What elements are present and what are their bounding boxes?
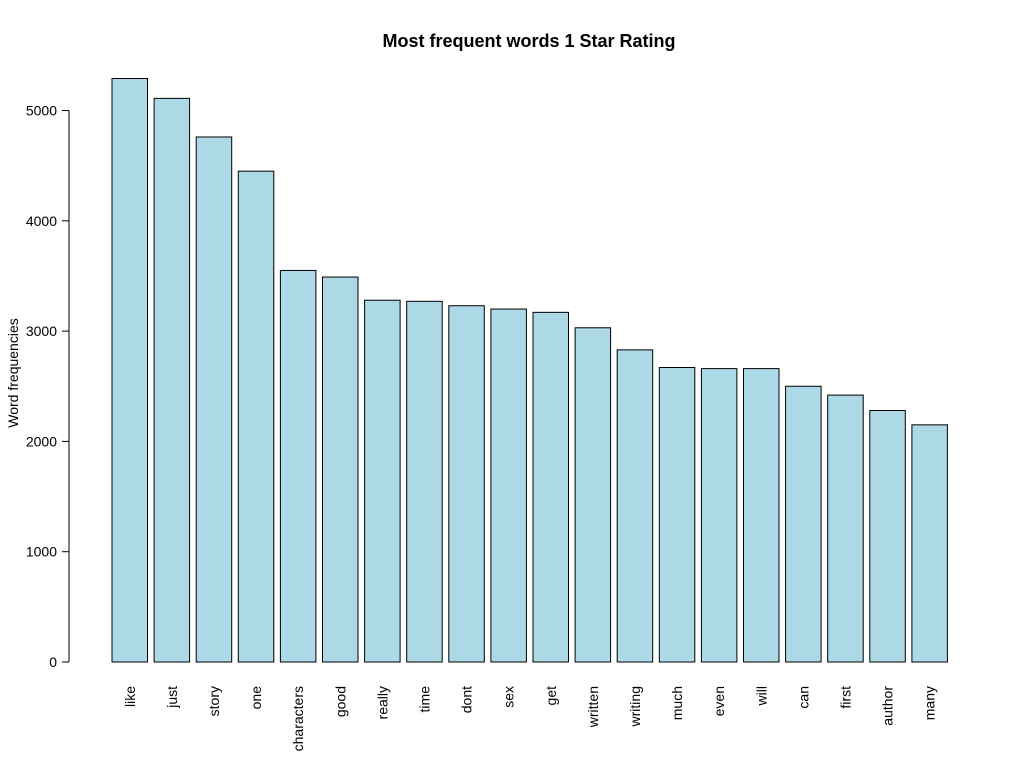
category-label-author: author [880, 686, 896, 726]
y-tick-label: 3000 [26, 323, 57, 339]
category-label-sex: sex [501, 686, 517, 708]
y-tick-label: 1000 [26, 544, 57, 560]
bar-will [743, 368, 780, 663]
bar-can [785, 385, 822, 663]
bar-just [153, 97, 191, 663]
bar-much [658, 366, 696, 663]
bar-written [574, 327, 612, 663]
category-label-characters: characters [290, 686, 306, 751]
category-label-story: story [206, 686, 222, 716]
bar-dont [448, 305, 485, 663]
bar-author [869, 410, 906, 663]
y-axis: 0 1000 2000 3000 4000 5000 [26, 103, 70, 670]
bar-one [237, 170, 275, 663]
category-label-really: really [374, 686, 390, 719]
category-label-writing: writing [627, 686, 643, 727]
y-tick-label: 2000 [26, 433, 57, 449]
y-axis-label: Word frequencies [5, 318, 21, 427]
category-label-good: good [332, 686, 348, 717]
bar-like [111, 78, 148, 663]
bar-characters [279, 269, 317, 663]
category-label-written: written [585, 686, 601, 728]
bar-story [195, 136, 233, 663]
category-label-one: one [248, 686, 264, 710]
category-label-even: even [711, 686, 727, 716]
bar-get [532, 311, 569, 663]
category-label-will: will [753, 686, 769, 706]
bar-really [364, 299, 401, 663]
category-label-many: many [922, 686, 938, 720]
bars-group [111, 78, 948, 663]
category-label-time: time [416, 686, 432, 713]
y-tick-label: 4000 [26, 213, 57, 229]
category-label-like: like [122, 686, 138, 707]
bar-many [911, 424, 948, 663]
bar-first [827, 394, 864, 663]
category-label-just: just [164, 686, 180, 709]
bar-good [322, 276, 359, 663]
category-label-can: can [795, 686, 811, 709]
bar-time [406, 300, 443, 663]
bar-writing [616, 349, 654, 663]
category-label-first: first [837, 686, 853, 709]
y-tick-label: 0 [49, 654, 57, 670]
bar-even [700, 368, 738, 663]
y-tick-label: 5000 [26, 103, 57, 119]
chart-title: Most frequent words 1 Star Rating [382, 31, 675, 51]
category-label-much: much [669, 686, 685, 720]
bar-sex [490, 308, 527, 663]
category-label-dont: dont [459, 686, 475, 713]
category-labels-group: like just story one characters good really time… [122, 686, 938, 752]
category-label-get: get [543, 686, 559, 706]
